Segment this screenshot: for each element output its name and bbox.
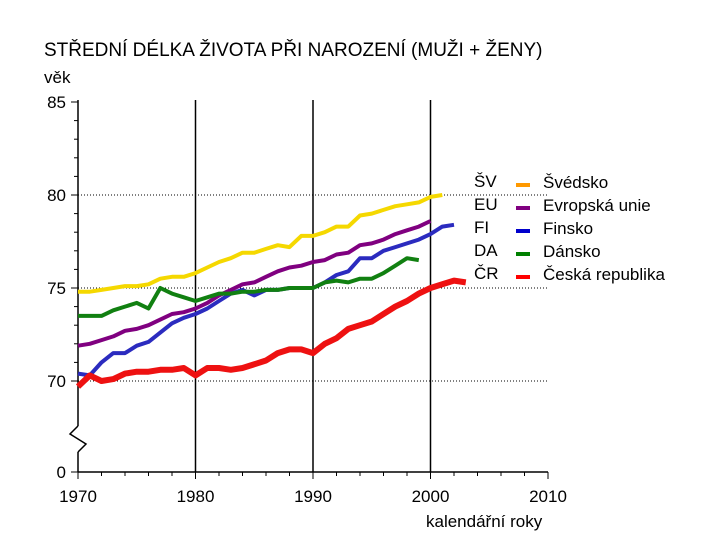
- legend-name-eu: Evropská unie: [543, 196, 651, 215]
- x-tick-label-1980: 1980: [177, 487, 215, 506]
- legend-swatch-sv: [516, 183, 530, 187]
- y-axis-label: věk: [44, 68, 71, 87]
- legend-swatch-fi: [516, 229, 530, 233]
- legend-swatch-cr: [516, 275, 530, 279]
- y-tick-label-0: 0: [57, 463, 66, 482]
- y-tick-label-70: 70: [47, 372, 66, 391]
- legend-code-cr: ČR: [474, 264, 499, 283]
- legend-name-cr: Česká republika: [543, 265, 665, 284]
- legend-code-eu: EU: [474, 195, 498, 214]
- legend-code-sv: ŠV: [474, 172, 497, 191]
- series-line-da: [78, 256, 420, 318]
- tick-labels: 0 70 75 80 85 1970 1980 1990 2000 2010: [47, 93, 567, 506]
- chart-title: STŘEDNÍ DÉLKA ŽIVOTA PŘI NAROZENÍ (MUŽI …: [44, 40, 543, 61]
- y-tick-label-75: 75: [47, 279, 66, 298]
- x-axis-label: kalendářní roky: [426, 512, 543, 531]
- series-lines: [75, 193, 467, 389]
- series-line-šv: [78, 193, 443, 294]
- legend-code-fi: FI: [474, 218, 490, 237]
- x-tick-label-2000: 2000: [412, 487, 450, 506]
- x-tick-label-1970: 1970: [59, 487, 97, 506]
- legend-code-da: DA: [474, 241, 498, 260]
- y-tick-label-85: 85: [47, 93, 66, 112]
- series-line-eu: [77, 219, 432, 348]
- legend-name-da: Dánsko: [543, 242, 601, 261]
- legend-swatch-eu: [516, 206, 530, 210]
- x-tick-label-2010: 2010: [529, 487, 567, 506]
- series-line-čr: [75, 277, 467, 389]
- y-tick-label-80: 80: [47, 186, 66, 205]
- y-axis-break: [68, 425, 88, 453]
- legend-swatch-da: [516, 252, 530, 256]
- legend-name-fi: Finsko: [543, 219, 594, 238]
- legend-name-sv: Švédsko: [543, 173, 609, 192]
- x-tick-label-1990: 1990: [294, 487, 332, 506]
- axes: [68, 100, 549, 479]
